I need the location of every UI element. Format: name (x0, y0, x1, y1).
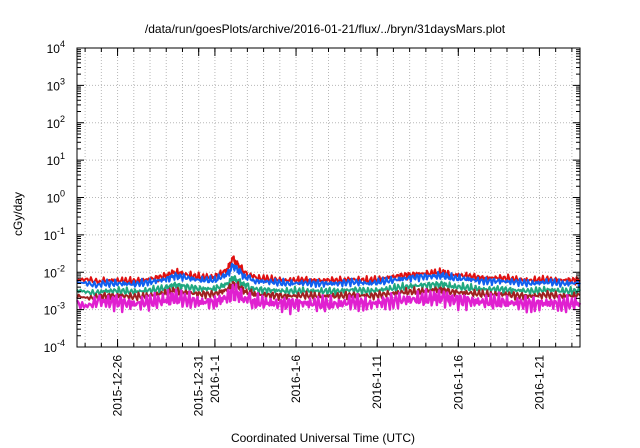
series-magenta-line (75, 283, 582, 316)
y-tick-label: 101 (47, 151, 65, 168)
x-tick-label: 2015-12-26 (111, 355, 125, 417)
chart-title: /data/run/goesPlots/archive/2016-01-21/f… (145, 22, 506, 36)
series-group (75, 255, 582, 316)
y-tick-label: 10-4 (44, 338, 65, 355)
x-tick-label: 2015-12-31 (192, 355, 206, 417)
y-tick-label: 104 (47, 39, 65, 56)
x-axis-label: Coordinated Universal Time (UTC) (231, 431, 415, 445)
x-tick-label: 2016-1-21 (532, 355, 546, 410)
y-axis-label: cGy/day (11, 192, 25, 236)
series-blue-line (76, 262, 581, 289)
x-tick-label: 2016-1-16 (451, 355, 465, 410)
y-tick-label: 100 (47, 189, 65, 206)
x-axis: 2015-12-26 2015-12-31 2016-1-1 2016-1-6 2016… (84, 48, 573, 417)
x-tick-label: 2016-1-11 (370, 355, 384, 409)
y-tick-label: 103 (47, 76, 65, 93)
y-tick-label: 10-2 (44, 263, 65, 280)
y-tick-label: 102 (47, 114, 65, 131)
x-tick-label: 2016-1-1 (208, 355, 222, 403)
x-tick-label: 2016-1-6 (289, 355, 303, 403)
y-tick-label: 10-3 (44, 301, 65, 318)
y-axis: 10-4 10-3 10-2 10-1 100 101 102 103 104 (44, 39, 580, 355)
y-tick-label: 10-1 (44, 226, 65, 243)
